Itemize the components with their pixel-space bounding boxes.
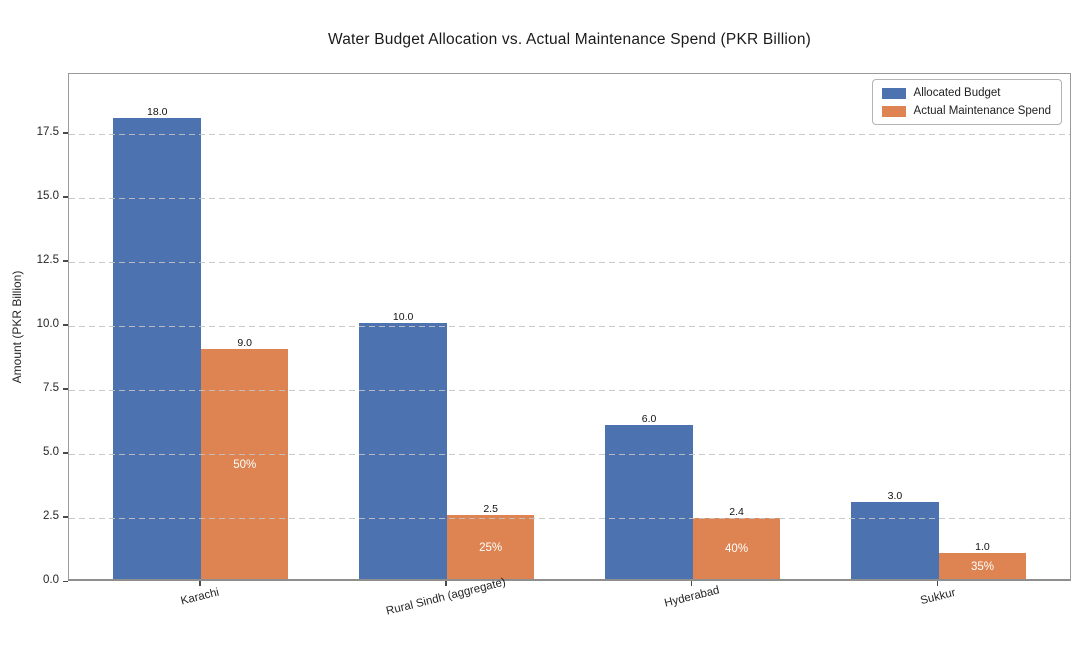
- y-tick-label-12.5: 12.5: [36, 253, 59, 266]
- x-tick-mark: [691, 581, 693, 586]
- bar-value-label: 18.0: [147, 106, 168, 119]
- bar-allocated-sukkur: [851, 502, 939, 579]
- x-tick-label-hyderabad: Hyderabad: [663, 584, 721, 610]
- x-tick-label-sukkur: Sukkur: [918, 586, 957, 608]
- bar-value-label: 1.0: [975, 541, 990, 554]
- y-tick-label-2.5: 2.5: [43, 509, 59, 522]
- gridline-y-10: [69, 325, 1070, 327]
- bar-value-label: 2.5: [483, 502, 498, 515]
- gridline-y-17.5: [69, 133, 1070, 135]
- legend-item-allocated-budget: Allocated Budget: [881, 87, 1051, 99]
- x-tick-mark: [445, 581, 447, 586]
- y-tick-label-0: 0.0: [43, 574, 59, 586]
- bar-percent-label: 50%: [233, 458, 257, 471]
- gridline-y-15: [69, 197, 1070, 199]
- legend-swatch-allocated-budget: [881, 87, 906, 99]
- chart-title: Water Budget Allocation vs. Actual Maint…: [327, 31, 812, 48]
- legend-swatch-actual-maintenance-spend: [881, 105, 906, 117]
- bar-allocated-hyderabad: [605, 425, 693, 579]
- y-tick-mark: [63, 132, 68, 134]
- gridline-y-12.5: [69, 261, 1070, 263]
- y-tick-mark: [63, 388, 68, 390]
- bar-actual-hyderabad: [692, 517, 781, 579]
- x-tick-mark: [199, 581, 201, 586]
- bar-value-label: 6.0: [641, 413, 657, 426]
- bar-value-label: 2.4: [729, 505, 744, 518]
- y-tick-label-17.5: 17.5: [36, 125, 59, 138]
- y-tick-label-7.5: 7.5: [43, 381, 59, 394]
- bar-actual-sukkur: [938, 553, 1027, 579]
- legend-label-actual-maintenance-spend: Actual Maintenance Spend: [913, 105, 1051, 117]
- x-tick-label-karachi: Karachi: [179, 586, 221, 608]
- x-tick-mark: [937, 581, 939, 586]
- y-tick-mark: [63, 452, 68, 454]
- y-tick-mark: [63, 324, 68, 326]
- y-tick-label-10: 10.0: [36, 317, 59, 330]
- bar-percent-label: 25%: [479, 541, 503, 554]
- bar-percent-label: 35%: [970, 561, 994, 574]
- y-tick-mark: [63, 196, 68, 198]
- legend-item-actual-maintenance-spend: Actual Maintenance Spend: [881, 105, 1051, 117]
- y-tick-label-15: 15.0: [36, 189, 59, 202]
- y-tick-label-5: 5.0: [43, 445, 59, 458]
- bar-value-label: 10.0: [392, 310, 414, 323]
- bar-percent-label: 40%: [725, 543, 749, 556]
- bar-allocated-karachi: [113, 118, 201, 579]
- plot-area: Allocated Budget Actual Maintenance Spen…: [68, 73, 1071, 581]
- bar-actual-rural-sindh-aggregate-: [446, 515, 535, 579]
- legend-label-allocated-budget: Allocated Budget: [913, 87, 1001, 99]
- y-tick-mark: [63, 580, 68, 582]
- y-tick-mark: [63, 260, 68, 262]
- legend: Allocated Budget Actual Maintenance Spen…: [871, 79, 1062, 125]
- bar-value-label: 3.0: [887, 490, 903, 503]
- bar-actual-karachi: [200, 348, 289, 579]
- bar-value-label: 9.0: [237, 336, 253, 349]
- y-tick-mark: [63, 516, 68, 518]
- bar-allocated-rural-sindh-aggregate-: [359, 322, 447, 579]
